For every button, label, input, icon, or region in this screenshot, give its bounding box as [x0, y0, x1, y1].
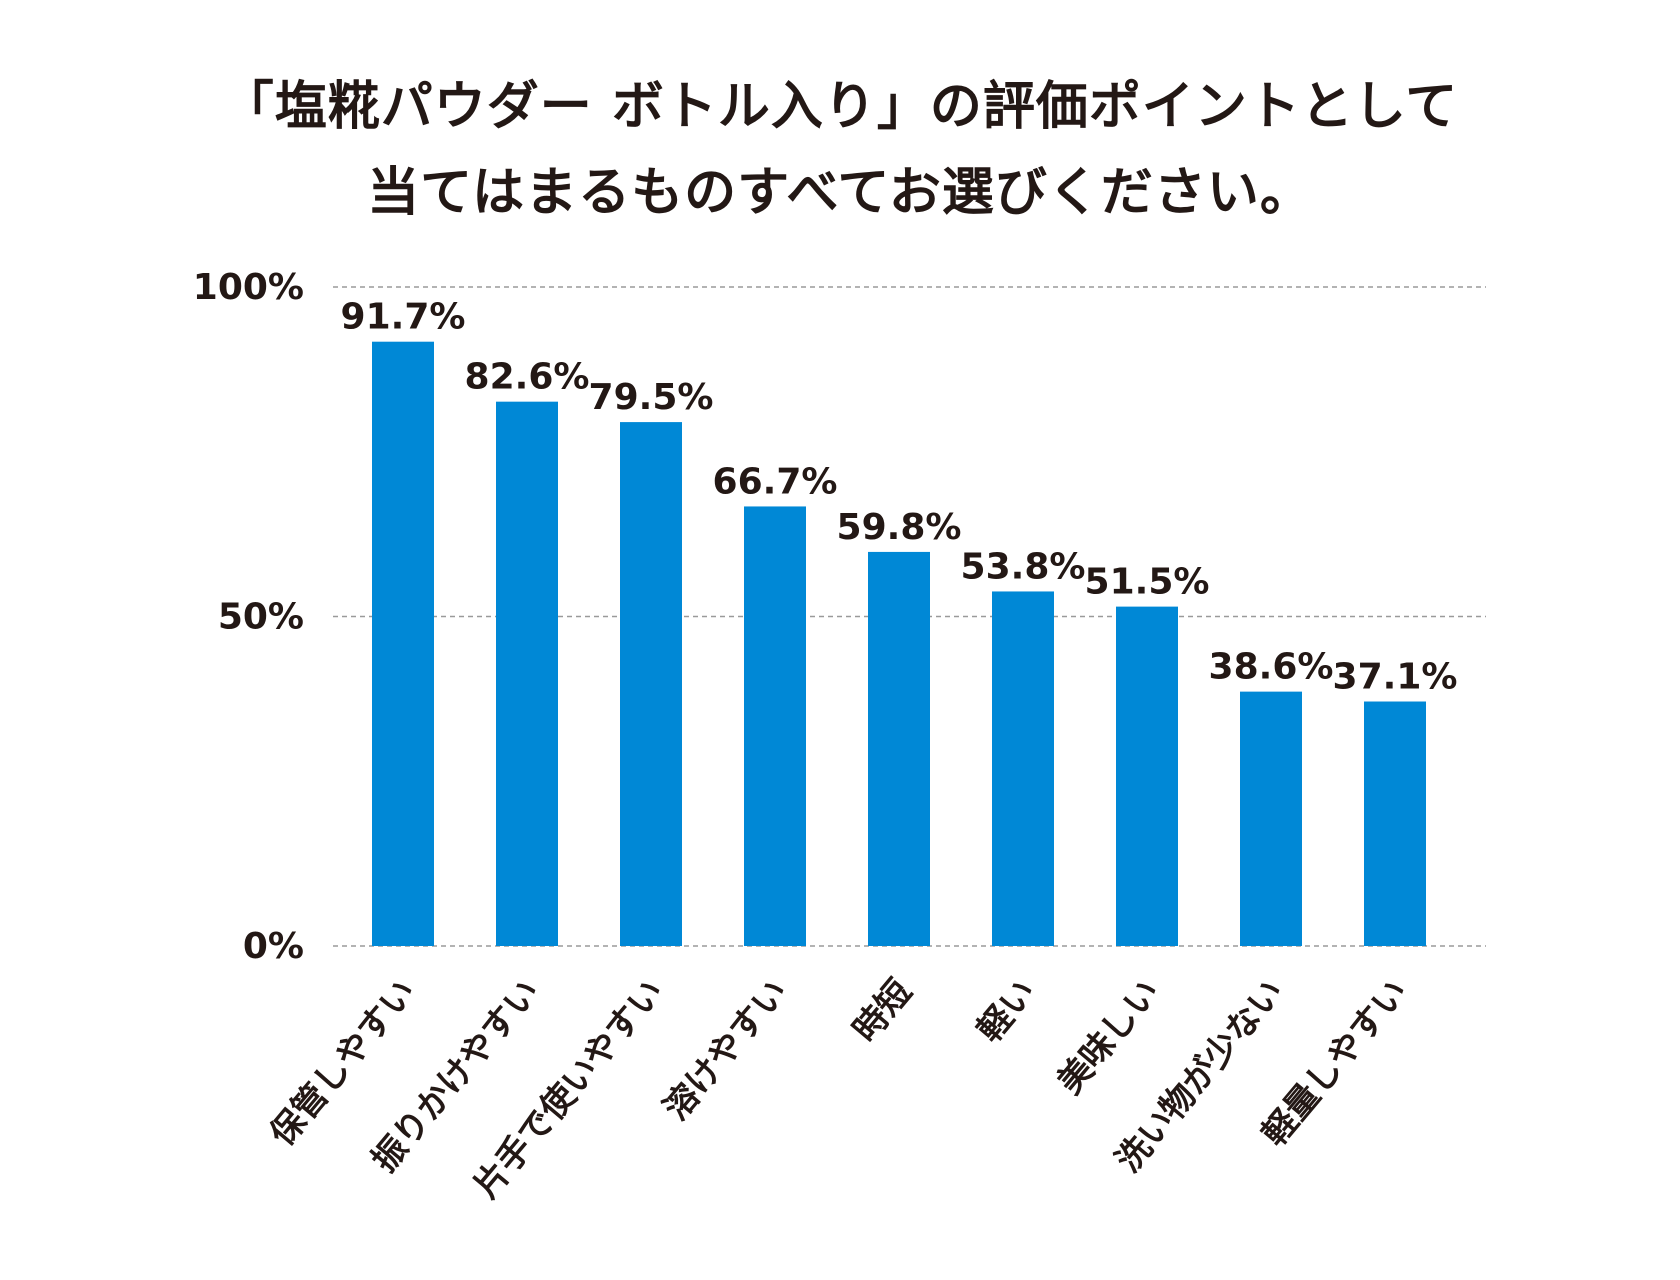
bar — [372, 341, 434, 946]
data-label: 38.6% — [1209, 647, 1334, 688]
bar — [620, 422, 682, 947]
y-tick-label: 100% — [193, 267, 304, 308]
data-label: 82.6% — [465, 357, 590, 398]
bars — [372, 341, 1426, 947]
bar — [744, 506, 806, 946]
data-label: 51.5% — [1085, 562, 1210, 603]
y-axis-ticks: 0% 50% 100% — [193, 267, 304, 967]
bar — [992, 591, 1054, 946]
chart-title-line-2: 当てはまるものすべてお選びください。 — [367, 163, 1313, 223]
data-label: 37.1% — [1333, 657, 1458, 698]
bar — [868, 551, 930, 946]
category-label: 美味しい — [1050, 972, 1168, 1102]
y-tick-label: 50% — [218, 597, 304, 638]
data-label: 79.5% — [589, 377, 714, 418]
bar — [1364, 701, 1426, 946]
data-label: 59.8% — [837, 507, 962, 548]
chart-title: 「塩糀パウダー ボトル入り」の評価ポイントとして 当てはまるものすべてお選びくだ… — [0, 64, 1680, 236]
chart-title-line-1: 「塩糀パウダー ボトル入り」の評価ポイントとして — [221, 77, 1459, 137]
data-label: 91.7% — [341, 297, 466, 338]
bar — [1240, 691, 1302, 946]
bar — [1116, 606, 1178, 946]
data-label: 53.8% — [961, 546, 1086, 587]
y-tick-label: 0% — [243, 926, 304, 967]
category-label: 時短 — [846, 972, 920, 1050]
data-label: 66.7% — [713, 461, 838, 502]
category-label: 溶けやすい — [656, 972, 796, 1128]
category-label: 軽い — [970, 972, 1044, 1050]
bar — [496, 401, 558, 946]
data-labels: 91.7% 82.6% 79.5% 66.7% 59.8%53.8% 51.5% 38.6%… — [341, 297, 1458, 698]
